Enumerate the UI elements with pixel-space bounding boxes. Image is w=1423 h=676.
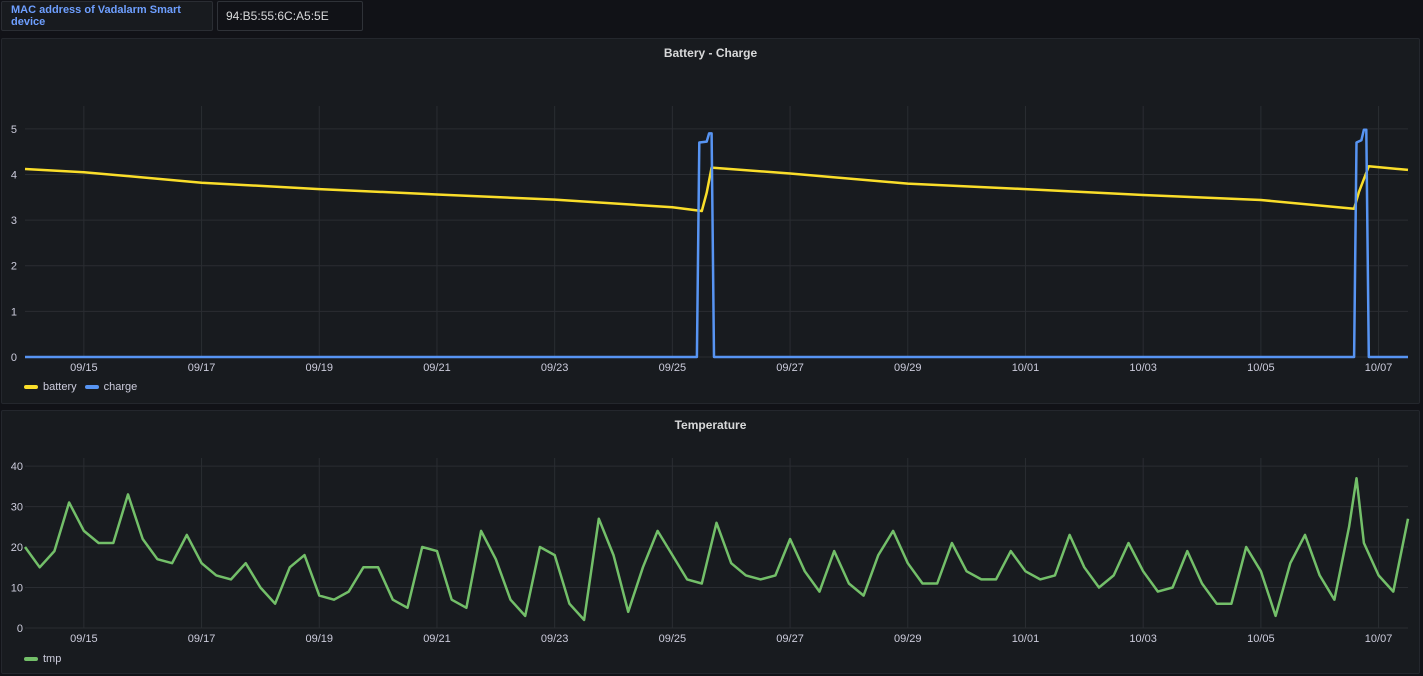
y-tick-label: 0 xyxy=(11,352,17,364)
x-tick-label: 09/21 xyxy=(423,362,451,374)
variable-label: MAC address of Vadalarm Smart device xyxy=(1,1,213,31)
x-tick-label: 10/03 xyxy=(1129,633,1157,645)
x-tick-label: 09/19 xyxy=(305,633,333,645)
battery-charge-panel: Battery - Charge 0 1 2 3 4 5 09/15 09/17 09/19 09… xyxy=(1,38,1420,404)
x-tick-label: 10/05 xyxy=(1247,362,1275,374)
mac-address-input[interactable]: 94:B5:55:6C:A5:5E xyxy=(217,1,363,31)
y-tick-label: 2 xyxy=(11,261,17,273)
x-tick-label: 09/15 xyxy=(70,633,98,645)
series-line-tmp xyxy=(23,476,1410,622)
x-tick-label: 09/27 xyxy=(776,633,804,645)
legend-swatch-battery xyxy=(24,385,38,389)
series-line-battery xyxy=(24,164,1409,213)
y-tick-label: 20 xyxy=(11,542,23,554)
x-tick-label: 09/15 xyxy=(70,362,98,374)
y-tick-label: 40 xyxy=(11,461,23,473)
y-tick-label: 0 xyxy=(17,623,23,635)
x-tick-label: 09/25 xyxy=(659,362,687,374)
legend-swatch-tmp xyxy=(24,657,38,661)
x-tick-label: 10/03 xyxy=(1129,362,1157,374)
legend-item-charge[interactable]: charge xyxy=(84,381,138,393)
legend: tmp xyxy=(24,653,61,665)
y-tick-label: 3 xyxy=(11,215,17,227)
legend-item-tmp[interactable]: tmp xyxy=(24,653,61,665)
x-tick-label: 09/27 xyxy=(776,362,804,374)
x-tick-label: 09/29 xyxy=(894,633,922,645)
y-tick-label: 4 xyxy=(11,169,17,181)
legend-swatch-charge xyxy=(84,385,99,389)
x-tick-label: 09/21 xyxy=(423,633,451,645)
series-line-charge xyxy=(25,128,1408,359)
x-tick-label: 09/23 xyxy=(541,633,569,645)
legend-label: charge xyxy=(103,381,138,393)
legend-item-battery[interactable]: battery xyxy=(24,381,77,393)
y-tick-label: 1 xyxy=(11,306,17,318)
x-tick-label: 10/05 xyxy=(1247,633,1275,645)
y-tick-label: 5 xyxy=(11,124,17,136)
legend: battery charge xyxy=(24,381,137,393)
panel-title: Battery - Charge xyxy=(663,46,758,60)
x-tick-label: 09/25 xyxy=(659,633,687,645)
x-tick-label: 10/07 xyxy=(1365,362,1393,374)
y-tick-label: 10 xyxy=(11,583,23,595)
temperature-panel: Temperature 0 10 20 30 40 09/15 09/17 09/19 09/2… xyxy=(1,410,1420,674)
x-tick-label: 09/29 xyxy=(894,362,922,374)
x-tick-label: 09/19 xyxy=(305,362,333,374)
panel-title: Temperature xyxy=(674,418,747,432)
x-tick-label: 10/01 xyxy=(1012,362,1040,374)
x-tick-label: 09/17 xyxy=(188,362,216,374)
battery-charge-chart: 0 1 2 3 4 5 09/15 09/17 09/19 09/21 09/23 09/25 09/2… xyxy=(11,106,1409,374)
legend-label: tmp xyxy=(43,653,62,665)
y-tick-label: 30 xyxy=(11,502,23,514)
x-tick-label: 09/17 xyxy=(188,633,216,645)
x-tick-label: 10/07 xyxy=(1365,633,1393,645)
x-tick-label: 09/23 xyxy=(541,362,569,374)
legend-label: battery xyxy=(43,381,77,393)
temperature-chart: 0 10 20 30 40 09/15 09/17 09/19 09/21 09/23 09/25 0… xyxy=(11,458,1410,645)
x-tick-label: 10/01 xyxy=(1012,633,1040,645)
